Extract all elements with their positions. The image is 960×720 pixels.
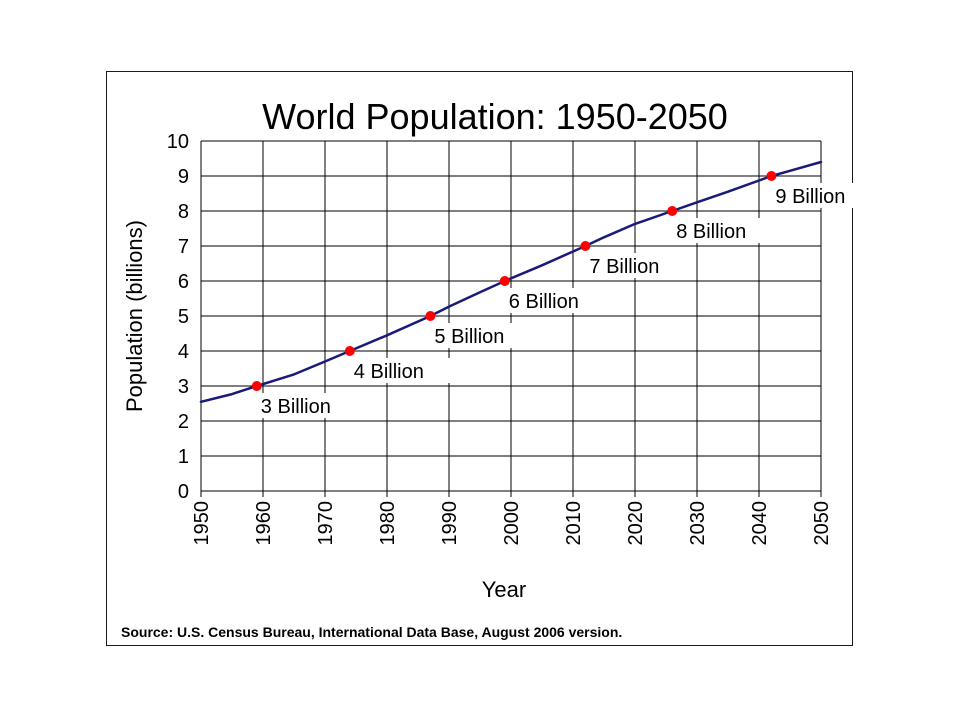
chart-title: World Population: 1950-2050 (262, 96, 728, 137)
y-tick-label: 5 (178, 306, 189, 328)
grid (200, 140, 822, 497)
x-tick-label: 1960 (253, 501, 275, 546)
milestone-marker (766, 171, 777, 181)
milestone-marker (580, 241, 591, 251)
y-tick-label: 10 (167, 131, 189, 153)
y-tick-label: 3 (178, 376, 189, 398)
milestone-marker (344, 346, 355, 356)
y-tick-label: 6 (178, 271, 189, 293)
x-tick-label: 2010 (563, 501, 585, 546)
x-tick-label: 2040 (749, 501, 771, 546)
y-tick-label: 4 (178, 341, 189, 363)
milestone-label-bg (772, 183, 854, 208)
milestone-label: 9 Billion (775, 186, 845, 208)
y-tick-label: 2 (178, 411, 189, 433)
milestone-label-bg (505, 288, 613, 313)
y-tick-label: 0 (178, 481, 189, 503)
milestone-marker (251, 381, 262, 391)
milestone-label: 3 Billion (261, 396, 331, 418)
tick-labels: 0 1 2 3 4 5 6 7 8 9 10 1950 1960 1970 1980 1990 2000 2010… (167, 131, 833, 546)
y-axis-title: Population (billions) (122, 220, 147, 412)
x-tick-label: 2000 (501, 501, 523, 546)
milestone-label-bg (257, 393, 365, 418)
milestone-label-bg (586, 253, 694, 278)
chart-frame: 3 Billion 4 Billion 5 Billion 6 Billion 7 Bi… (106, 71, 854, 646)
x-axis-title: Year (482, 577, 526, 602)
milestone-label: 7 Billion (589, 256, 659, 278)
milestone-marker (667, 206, 678, 216)
x-tick-label: 1950 (191, 501, 213, 546)
x-tick-label: 2050 (811, 501, 833, 546)
y-tick-label: 7 (178, 236, 189, 258)
x-tick-label: 2030 (687, 501, 709, 546)
x-tick-label: 1970 (315, 501, 337, 546)
x-tick-label: 1990 (439, 501, 461, 546)
milestone-label: 5 Billion (434, 326, 504, 348)
milestone-label-bg (350, 358, 458, 383)
x-tick-label: 1980 (377, 501, 399, 546)
milestone-marker (499, 276, 510, 286)
x-tick-label: 2020 (625, 501, 647, 546)
milestone-label: 6 Billion (509, 291, 579, 313)
y-tick-label: 8 (178, 201, 189, 223)
milestone-label: 8 Billion (676, 221, 746, 243)
milestone-marker (425, 311, 436, 321)
milestone-label-bg (673, 218, 780, 243)
y-tick-label: 9 (178, 166, 189, 188)
milestone-label: 4 Billion (354, 361, 424, 383)
milestone-label-bg (431, 323, 539, 348)
source-note: Source: U.S. Census Bureau, Internationa… (121, 624, 622, 640)
y-tick-label: 1 (178, 446, 189, 468)
